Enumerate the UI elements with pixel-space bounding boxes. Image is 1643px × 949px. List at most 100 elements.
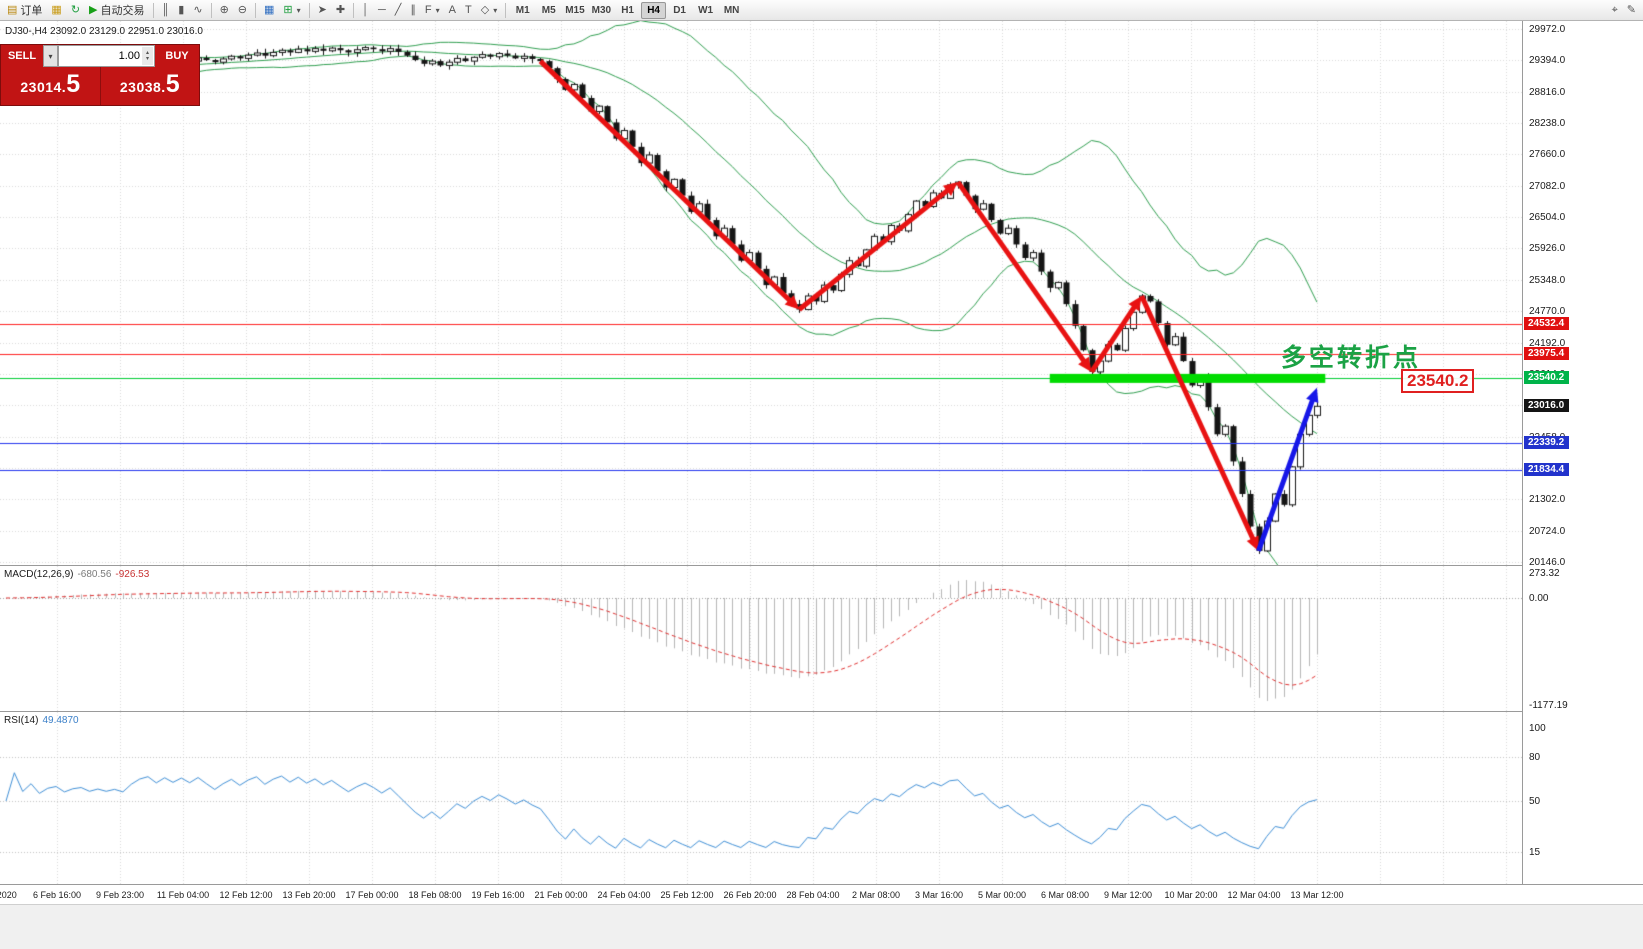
- trendline-button[interactable]: ╱: [391, 1, 406, 19]
- timeframe-h4-button[interactable]: H4: [641, 1, 667, 19]
- price-level-badge: 23975.4: [1524, 347, 1570, 361]
- edit-icon: ✎: [1626, 3, 1636, 16]
- order-type-dropdown[interactable]: ▾: [43, 45, 58, 67]
- price-axis-label: 20146.0: [1529, 557, 1566, 568]
- vertical-line-icon: │: [362, 3, 369, 16]
- stepper-down-icon[interactable]: ▾: [145, 56, 149, 62]
- indicators-button[interactable]: ⊞ ▾: [279, 1, 304, 19]
- time-axis-label: 5 Feb 2020: [0, 890, 17, 900]
- time-axis-label: 28 Feb 04:00: [786, 890, 840, 900]
- cursor-icon: ➤: [317, 3, 327, 16]
- search-button[interactable]: ⌖: [1608, 1, 1622, 19]
- crosshair-button[interactable]: ✚: [332, 1, 349, 19]
- volume-stepper[interactable]: ▴ ▾: [142, 47, 153, 65]
- dropdown-arrow-icon: ▾: [435, 5, 440, 15]
- tile-windows-button[interactable]: ▦: [260, 1, 278, 19]
- line-chart-button[interactable]: ∿: [189, 1, 206, 19]
- new-order-icon: ▤: [7, 3, 18, 16]
- time-axis-label: 3 Mar 16:00: [914, 890, 964, 900]
- timeframe-m5-button[interactable]: M5: [541, 4, 556, 16]
- price-axis-label: 21302.0: [1529, 494, 1566, 506]
- turning-point-annotation: 多空转折点: [1281, 344, 1422, 372]
- new-order-button[interactable]: ▤ 订单: [3, 1, 46, 19]
- timeframe-mn-button[interactable]: MN: [723, 4, 740, 16]
- toolbar-separator: [308, 2, 310, 18]
- toolbar-separator: [353, 2, 355, 18]
- timeframe-m1-button[interactable]: M1: [515, 4, 530, 16]
- macd-panel-canvas[interactable]: [0, 566, 1522, 711]
- fibonacci-button[interactable]: F ▾: [421, 1, 444, 19]
- buy-price-big-digit: 5: [165, 70, 180, 98]
- search-icon: ⌖: [1611, 3, 1618, 16]
- time-axis-label: 9 Mar 12:00: [1103, 890, 1153, 900]
- buy-button[interactable]: BUY: [155, 45, 199, 67]
- toolbar-separator: [210, 2, 212, 18]
- rsi-axis-label: 50: [1529, 796, 1541, 807]
- chart-icon: ▦: [51, 3, 62, 16]
- zoom-in-button[interactable]: ⊕: [216, 1, 233, 19]
- zoom-out-button[interactable]: ⊖: [234, 1, 251, 19]
- price-level-badge: 24532.4: [1524, 317, 1570, 331]
- candlestick-icon: ▮: [178, 3, 185, 16]
- timeframe-h1-button[interactable]: H1: [621, 4, 634, 16]
- time-axis-label: 24 Feb 04:00: [597, 890, 651, 900]
- dropdown-arrow-icon: ▾: [493, 5, 498, 15]
- dropdown-arrow-icon: ▾: [296, 5, 301, 15]
- price-axis-label: 29972.0: [1529, 24, 1566, 35]
- channel-button[interactable]: ∥: [406, 1, 420, 19]
- sell-button[interactable]: SELL: [1, 45, 43, 67]
- price-axis-label: 27082.0: [1529, 180, 1566, 192]
- chart-window-button[interactable]: ▦: [47, 1, 65, 19]
- time-axis-label: 18 Feb 08:00: [408, 890, 462, 900]
- timeframe-w1-button[interactable]: W1: [698, 4, 714, 16]
- price-chart-canvas[interactable]: [0, 21, 1522, 565]
- panel-separator[interactable]: [0, 565, 1643, 566]
- chart-ohlc-header: DJ30-,H4 23092.0 23129.0 22951.0 23016.0: [5, 26, 203, 37]
- refresh-button[interactable]: ↻: [67, 1, 84, 19]
- text-tool-button[interactable]: A: [445, 1, 460, 19]
- timeframe-d1-button[interactable]: D1: [673, 4, 686, 16]
- volume-input[interactable]: [59, 46, 154, 66]
- buy-price[interactable]: 23038. 5: [99, 67, 200, 105]
- time-axis-label: 12 Mar 04:00: [1227, 890, 1281, 900]
- edit-button[interactable]: ✎: [1623, 1, 1640, 19]
- channel-icon: ∥: [410, 3, 416, 16]
- time-axis[interactable]: 5 Feb 2020 6 Feb 16:00 9 Feb 23:00 11 Feb 0…: [0, 884, 1643, 904]
- label-tool-button[interactable]: T: [461, 1, 476, 19]
- rsi-indicator-label: RSI(14) 49.4870: [4, 715, 79, 726]
- price-axis-label: 28238.0: [1529, 118, 1566, 130]
- vertical-line-button[interactable]: │: [358, 1, 373, 19]
- horizontal-line-button[interactable]: ─: [374, 1, 390, 19]
- crosshair-icon: ✚: [335, 3, 346, 16]
- cursor-button[interactable]: ➤: [314, 1, 331, 19]
- tile-windows-icon: ▦: [264, 3, 275, 16]
- sell-price-main: 23014.: [20, 79, 67, 95]
- stepper-up-icon[interactable]: ▴: [145, 50, 149, 56]
- trade-panel-top-row: SELL ▾ ▴ ▾ BUY: [1, 45, 199, 67]
- rsi-axis-label: 80: [1529, 752, 1541, 764]
- window-background: [0, 904, 1643, 949]
- rsi-panel-canvas[interactable]: [0, 712, 1522, 884]
- autotrading-button[interactable]: ▶ 自动交易: [85, 1, 148, 19]
- rsi-axis-label: 15: [1529, 847, 1541, 859]
- volume-field-wrap: ▴ ▾: [58, 45, 155, 67]
- timeframe-m15-button[interactable]: M15: [565, 4, 585, 16]
- price-level-badge: 22339.2: [1524, 436, 1570, 450]
- time-axis-label: 9 Feb 23:00: [95, 890, 145, 900]
- sell-price[interactable]: 23014. 5: [1, 67, 100, 105]
- price-axis[interactable]: 29972.0 29394.0 28816.0 28238.0 27660.0 27082…: [1522, 21, 1643, 884]
- bar-chart-icon: ║: [161, 3, 170, 16]
- fibonacci-icon: F: [424, 3, 432, 16]
- panel-separator[interactable]: [0, 711, 1643, 712]
- horizontal-line-icon: ─: [377, 3, 386, 16]
- macd-value-2: -926.53: [115, 569, 150, 580]
- time-axis-label: 26 Feb 20:00: [723, 890, 777, 900]
- timeframe-m30-button[interactable]: M30: [591, 4, 612, 16]
- shapes-button[interactable]: ◇ ▾: [477, 1, 501, 19]
- autotrading-play-icon: ▶: [89, 3, 98, 16]
- candlestick-chart-button[interactable]: ▮: [174, 1, 188, 19]
- bar-chart-button[interactable]: ║: [158, 1, 174, 19]
- toolbar-separator: [152, 2, 154, 18]
- support-zone-price-tag: 23540.2: [1401, 369, 1475, 393]
